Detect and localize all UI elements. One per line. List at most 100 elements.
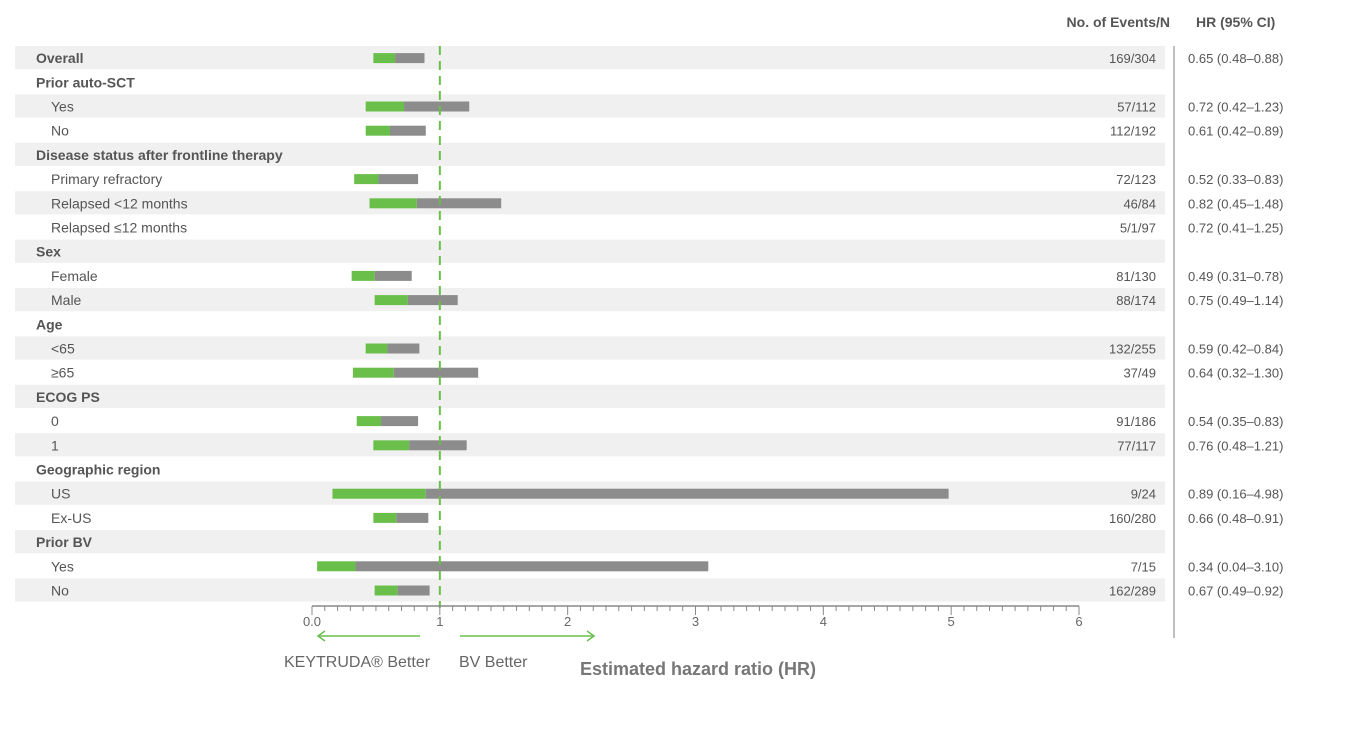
events-value: 57/112	[1117, 100, 1156, 115]
row-stripe	[15, 94, 1165, 118]
x-axis: 0.0 1 2 3 4 5 6	[303, 605, 1083, 629]
events-value: 160/280	[1109, 511, 1156, 526]
events-value: 112/192	[1110, 124, 1156, 139]
hr-ci-value: 0.76 (0.48–1.21)	[1188, 438, 1283, 453]
events-value: 7/15	[1131, 559, 1156, 574]
row-stripe	[15, 336, 1165, 360]
ci-lower-segment	[365, 125, 390, 136]
subgroup-label: <65	[51, 341, 75, 357]
ci-upper-segment	[395, 53, 425, 64]
events-value: 46/84	[1123, 196, 1156, 211]
row-stripe	[15, 191, 1165, 215]
hr-ci-value: 0.65 (0.48–0.88)	[1188, 51, 1283, 66]
events-value: 162/289	[1109, 584, 1156, 599]
hr-ci-value: 0.82 (0.45–1.48)	[1188, 196, 1283, 211]
events-value: 169/304	[1109, 51, 1156, 66]
x-tick-label: 6	[1075, 614, 1082, 629]
ci-lower-segment	[317, 561, 356, 572]
ci-lower-segment	[373, 53, 396, 64]
subgroup-label: No	[51, 123, 69, 139]
ci-upper-segment	[409, 440, 467, 451]
subgroup-label: Yes	[51, 558, 74, 574]
row-stripe	[15, 530, 1165, 554]
subgroup-label: Relapsed <12 months	[51, 195, 188, 211]
events-column-header: No. of Events/N	[1067, 14, 1170, 30]
subgroup-label: ≥65	[51, 365, 74, 381]
subgroup-label: No	[51, 583, 69, 599]
hr-ci-value: 0.64 (0.32–1.30)	[1188, 366, 1283, 381]
x-tick-label: 4	[820, 614, 827, 629]
events-value: 37/49	[1123, 366, 1156, 381]
ci-upper-segment	[389, 125, 426, 136]
x-tick-label: 5	[948, 614, 955, 629]
hr-ci-value: 0.67 (0.49–0.92)	[1188, 584, 1283, 599]
events-value: 81/130	[1116, 269, 1156, 284]
keytruda-better-label: KEYTRUDA® Better	[284, 654, 431, 671]
events-value: 77/117	[1117, 438, 1156, 453]
ci-lower-segment	[365, 101, 405, 112]
ci-lower-segment	[352, 367, 394, 378]
row-stripe	[15, 433, 1165, 457]
hr-ci-value: 0.54 (0.35–0.83)	[1188, 414, 1283, 429]
bv-better-arrow	[460, 630, 596, 642]
ci-lower-segment	[365, 343, 388, 354]
x-tick-label: 1	[436, 614, 443, 629]
subgroup-label: Yes	[51, 99, 74, 115]
ci-upper-segment	[396, 512, 429, 523]
ci-upper-segment	[355, 561, 709, 572]
subgroup-label: Primary refractory	[51, 171, 162, 187]
events-value: 9/24	[1131, 487, 1156, 502]
group-label: Geographic region	[36, 462, 160, 478]
ci-upper-segment	[416, 198, 502, 209]
group-label: Prior auto-SCT	[36, 74, 135, 90]
hr-ci-value: 0.52 (0.33–0.83)	[1188, 172, 1283, 187]
bv-better-label: BV Better	[459, 654, 528, 671]
row-stripe	[15, 288, 1165, 312]
subgroup-label: 1	[51, 437, 59, 453]
hr-column-header: HR (95% CI)	[1196, 14, 1275, 30]
ci-upper-segment	[404, 101, 470, 112]
hr-ci-value: 0.34 (0.04–3.10)	[1188, 559, 1283, 574]
subgroup-label: 0	[51, 413, 59, 429]
group-label: Overall	[36, 50, 83, 66]
x-tick-label: 3	[692, 614, 699, 629]
hr-ci-value: 0.72 (0.41–1.25)	[1188, 221, 1283, 236]
row-labels: Overall Prior auto-SCT Yes No Disease status…	[36, 50, 283, 598]
ci-lower-segment	[373, 440, 410, 451]
row-stripe	[15, 384, 1165, 408]
ci-upper-segment	[387, 343, 420, 354]
row-stripe	[15, 239, 1165, 263]
ci-lower-segment	[373, 512, 397, 523]
ci-upper-segment	[407, 295, 458, 306]
ci-upper-segment	[381, 416, 419, 427]
subgroup-label: Ex-US	[51, 510, 91, 526]
ci-lower-segment	[332, 488, 426, 499]
group-label: Age	[36, 316, 63, 332]
hr-ci-value: 0.49 (0.31–0.78)	[1188, 269, 1283, 284]
ci-lower-segment	[369, 198, 417, 209]
hr-ci-value: 0.75 (0.49–1.14)	[1188, 293, 1283, 308]
keytruda-better-arrow	[316, 630, 420, 642]
hr-ci-value: 0.59 (0.42–0.84)	[1188, 342, 1283, 357]
events-value: 91/186	[1116, 414, 1156, 429]
ci-upper-segment	[378, 174, 419, 185]
subgroup-label: US	[51, 486, 70, 502]
row-values: 169/304 0.65 (0.48–0.88) 57/112 0.72 (0.42–…	[1109, 51, 1283, 598]
subgroup-label: Female	[51, 268, 98, 284]
ci-upper-segment	[397, 585, 430, 596]
group-label: ECOG PS	[36, 389, 100, 405]
ci-lower-segment	[351, 270, 375, 281]
ci-bars	[317, 53, 949, 596]
ci-lower-segment	[356, 416, 382, 427]
events-value: 132/255	[1109, 342, 1156, 357]
ci-lower-segment	[354, 174, 379, 185]
row-stripes	[15, 46, 1165, 602]
events-value: 72/123	[1116, 172, 1156, 187]
ci-upper-segment	[374, 270, 412, 281]
group-label: Prior BV	[36, 534, 93, 550]
subgroup-label: Male	[51, 292, 82, 308]
x-tick-label: 2	[564, 614, 571, 629]
events-value: 88/174	[1116, 293, 1156, 308]
row-stripe	[15, 46, 1165, 70]
